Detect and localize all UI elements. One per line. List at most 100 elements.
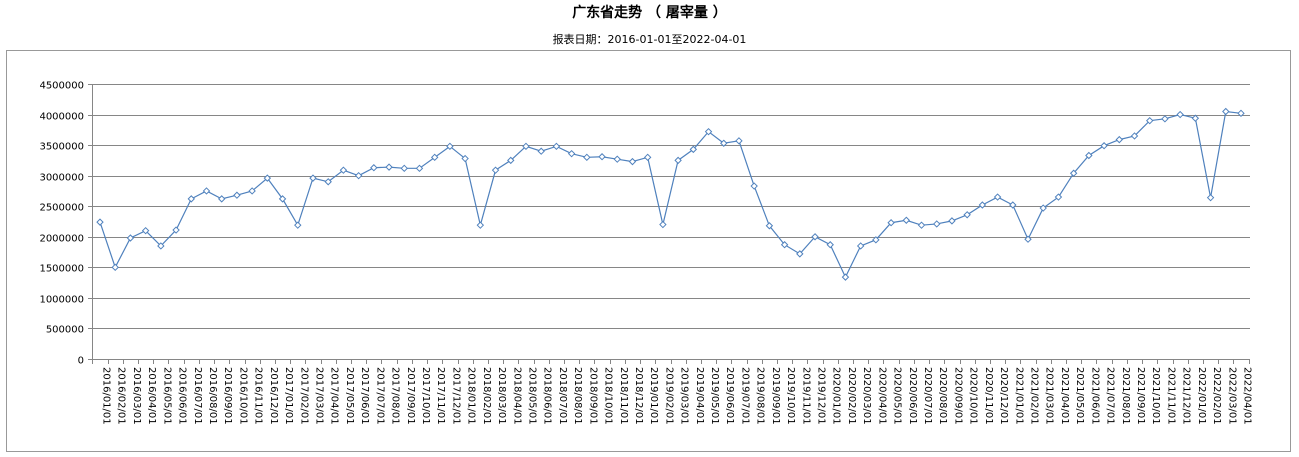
x-tick-label: 2016/08/01 [207, 367, 218, 425]
data-point [354, 171, 363, 180]
data-point [628, 157, 637, 166]
data-point [233, 191, 241, 199]
x-tick-label: 2020/03/01 [861, 367, 872, 425]
y-tick-label: 0 [78, 356, 84, 367]
data-point [217, 195, 226, 203]
x-tick-label: 2020/09/01 [952, 367, 963, 425]
data-line [99, 110, 1242, 279]
data-point [780, 241, 789, 249]
data-point [507, 156, 515, 165]
x-tick-label: 2016/10/01 [237, 367, 248, 425]
x-tick-label: 2019/12/01 [816, 367, 827, 425]
data-point [1039, 204, 1047, 212]
data-point [248, 187, 256, 195]
x-tick-label: 2021/11/01 [1165, 367, 1176, 425]
x-tick-label: 2021/06/01 [1089, 367, 1100, 425]
data-point [1191, 114, 1200, 122]
data-point [1115, 135, 1123, 144]
data-point [324, 178, 332, 186]
data-point [872, 236, 880, 244]
data-point [400, 164, 408, 173]
data-point [476, 221, 485, 229]
y-tick-label: 500000 [46, 325, 84, 336]
x-tick-label: 2018/12/01 [633, 367, 644, 425]
data-point [202, 187, 211, 195]
x-tick-label: 2017/03/01 [313, 367, 324, 425]
data-point [187, 195, 195, 203]
data-point [902, 216, 911, 224]
data-point [948, 217, 956, 225]
y-tick-label: 3500000 [39, 142, 84, 153]
x-tick-label: 2021/03/01 [1044, 367, 1055, 425]
data-point [415, 164, 424, 173]
data-point [963, 211, 971, 219]
x-tick-label: 2020/02/01 [846, 367, 857, 425]
x-tick-label: 2022/03/01 [1226, 367, 1237, 425]
data-point [111, 263, 119, 272]
data-point [522, 142, 530, 151]
x-tick-label: 2018/03/01 [496, 367, 507, 425]
y-tick-label: 1000000 [39, 295, 84, 306]
x-tick-label: 2019/03/01 [679, 367, 690, 425]
x-tick-label: 2020/11/01 [983, 367, 994, 425]
x-tick-label: 2020/01/01 [831, 367, 842, 425]
data-point [126, 234, 135, 242]
data-point [917, 221, 926, 229]
x-tick-label: 2018/11/01 [618, 367, 629, 425]
data-point [933, 220, 941, 228]
data-point [856, 242, 865, 250]
data-point [613, 155, 621, 163]
data-point [598, 153, 606, 161]
data-point [1222, 107, 1230, 116]
x-tick-label: 2019/11/01 [800, 367, 811, 425]
x-tick-label: 2019/09/01 [770, 367, 781, 425]
x-tick-label: 2019/06/01 [724, 367, 735, 425]
x-tick-label: 2017/07/01 [374, 367, 385, 425]
x-tick-label: 2021/04/01 [1059, 367, 1070, 425]
x-tick-label: 2016/12/01 [268, 367, 279, 425]
data-point [309, 174, 317, 182]
x-tick-label: 2018/06/01 [542, 367, 553, 425]
x-tick-label: 2019/01/01 [648, 367, 659, 425]
x-tick-label: 2018/10/01 [603, 367, 614, 425]
data-point [172, 226, 180, 234]
x-tick-label: 2018/05/01 [526, 367, 537, 425]
x-tick-label: 2017/12/01 [450, 367, 461, 425]
data-point [430, 153, 439, 162]
data-point [1130, 132, 1139, 140]
x-tick-label: 2020/08/01 [937, 367, 948, 425]
data-point [1024, 235, 1032, 243]
x-tick-label: 2016/07/01 [192, 367, 203, 425]
data-point [1054, 193, 1063, 201]
data-point [993, 193, 1002, 201]
chart-title: 广东省走势 （ 屠宰量 ） [572, 5, 727, 21]
x-tick-label: 2018/08/01 [572, 367, 583, 425]
data-point [887, 219, 895, 227]
x-tick-label: 2016/02/01 [116, 367, 127, 425]
x-tick-label: 2016/11/01 [253, 367, 264, 425]
x-tick-label: 2021/07/01 [1105, 367, 1116, 425]
data-point [1161, 115, 1169, 123]
x-tick-label: 2019/04/01 [694, 367, 705, 425]
data-point [1085, 151, 1093, 160]
data-point [446, 142, 454, 151]
data-point [1146, 116, 1154, 125]
data-point [796, 250, 804, 258]
x-tick-label: 2020/05/01 [892, 367, 903, 425]
data-point [278, 195, 287, 203]
x-tick-label: 2017/06/01 [359, 367, 370, 425]
x-tick-label: 2019/07/01 [739, 367, 750, 425]
data-point [385, 163, 393, 171]
x-tick-label: 2017/04/01 [329, 367, 340, 425]
data-point [157, 242, 165, 250]
data-point [96, 218, 104, 226]
x-tick-label: 2016/09/01 [222, 367, 233, 425]
data-point [141, 226, 150, 235]
data-point [841, 273, 850, 281]
x-tick-label: 2017/10/01 [420, 367, 431, 425]
data-point [643, 153, 652, 162]
x-tick-label: 2016/04/01 [146, 367, 157, 425]
data-point [765, 222, 774, 230]
